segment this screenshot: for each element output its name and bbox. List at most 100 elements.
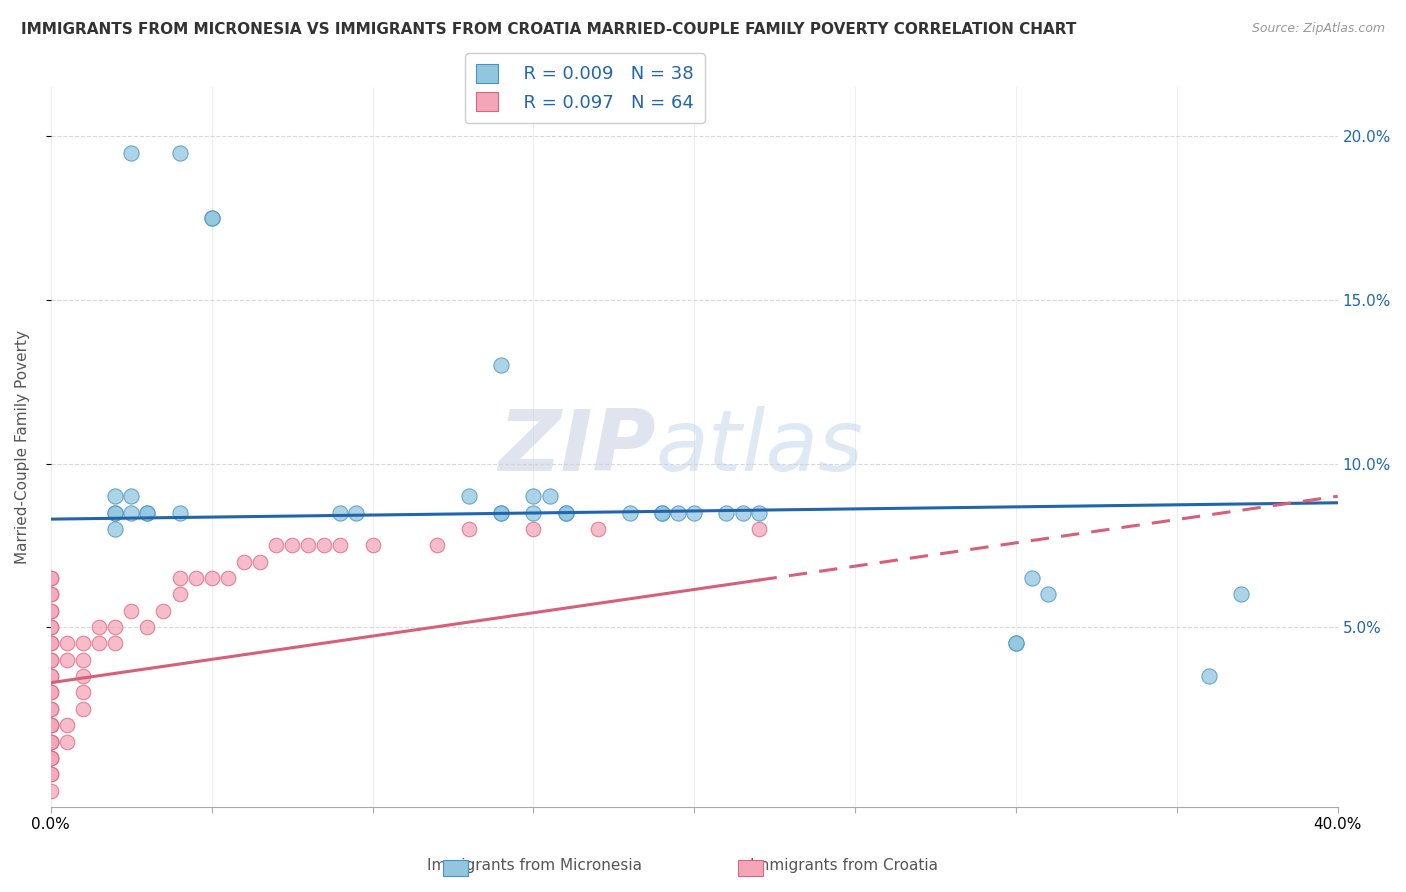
Point (169, 571, 191, 585)
Point (39, 653, 62, 667)
Point (56, 636, 79, 650)
Point (731, 506, 754, 520)
Point (297, 538, 319, 552)
Point (169, 506, 191, 520)
Point (39, 767, 62, 781)
Point (39, 571, 62, 585)
Point (56, 653, 79, 667)
Point (39, 620, 62, 634)
Text: Immigrants from Croatia: Immigrants from Croatia (749, 858, 938, 872)
Point (281, 538, 304, 552)
Point (104, 620, 127, 634)
Point (120, 489, 142, 503)
Point (39, 783, 62, 797)
Point (249, 555, 271, 569)
Point (39, 620, 62, 634)
Point (72, 685, 94, 699)
Point (1021, 571, 1043, 585)
Point (201, 211, 224, 226)
Point (39, 734, 62, 748)
Point (748, 506, 770, 520)
Point (39, 734, 62, 748)
Point (683, 506, 706, 520)
Point (538, 489, 561, 503)
Point (39, 571, 62, 585)
Point (329, 506, 352, 520)
Point (72, 669, 94, 683)
Point (169, 145, 191, 160)
Point (39, 604, 62, 618)
Point (39, 702, 62, 716)
Point (39, 718, 62, 732)
Point (458, 489, 481, 503)
Point (522, 506, 544, 520)
Point (491, 506, 513, 520)
Point (39, 685, 62, 699)
Point (39, 718, 62, 732)
Point (491, 506, 513, 520)
Point (136, 620, 159, 634)
Point (56, 734, 79, 748)
Point (87, 620, 110, 634)
Point (361, 538, 384, 552)
Point (136, 506, 159, 520)
Point (104, 522, 127, 536)
Text: Source: ZipAtlas.com: Source: ZipAtlas.com (1251, 22, 1385, 36)
Point (39, 767, 62, 781)
Point (39, 636, 62, 650)
Point (748, 522, 770, 536)
Point (39, 587, 62, 601)
Text: atlas: atlas (655, 406, 863, 489)
Point (232, 555, 254, 569)
Y-axis label: Married-Couple Family Poverty: Married-Couple Family Poverty (15, 330, 30, 564)
Point (39, 702, 62, 716)
Point (56, 718, 79, 732)
Point (217, 571, 239, 585)
Point (651, 506, 673, 520)
Point (554, 506, 576, 520)
Point (184, 571, 207, 585)
Point (1005, 636, 1028, 650)
Point (39, 685, 62, 699)
Point (651, 506, 673, 520)
Point (120, 604, 142, 618)
Point (426, 538, 449, 552)
Point (264, 538, 287, 552)
Point (619, 506, 641, 520)
Point (458, 522, 481, 536)
Point (104, 506, 127, 520)
Point (39, 718, 62, 732)
Point (104, 489, 127, 503)
Text: Immigrants from Micronesia: Immigrants from Micronesia (427, 858, 641, 872)
Point (87, 636, 110, 650)
Point (1005, 636, 1028, 650)
Point (522, 522, 544, 536)
Point (201, 571, 224, 585)
Point (72, 653, 94, 667)
Point (104, 506, 127, 520)
Point (1230, 587, 1253, 601)
Point (136, 506, 159, 520)
Point (554, 506, 576, 520)
Legend:   R = 0.009   N = 38,   R = 0.097   N = 64: R = 0.009 N = 38, R = 0.097 N = 64 (465, 54, 704, 122)
Point (120, 506, 142, 520)
Point (104, 636, 127, 650)
Point (1198, 669, 1220, 683)
Point (39, 669, 62, 683)
Point (1038, 587, 1060, 601)
Point (666, 506, 689, 520)
Point (120, 145, 142, 160)
Text: IMMIGRANTS FROM MICRONESIA VS IMMIGRANTS FROM CROATIA MARRIED-COUPLE FAMILY POVE: IMMIGRANTS FROM MICRONESIA VS IMMIGRANTS… (21, 22, 1077, 37)
Point (39, 636, 62, 650)
Point (329, 538, 352, 552)
Point (39, 751, 62, 765)
Point (39, 653, 62, 667)
Point (39, 734, 62, 748)
Point (716, 506, 738, 520)
Point (169, 587, 191, 601)
Point (39, 751, 62, 765)
Point (201, 211, 224, 226)
Point (522, 489, 544, 503)
Point (72, 702, 94, 716)
Point (72, 636, 94, 650)
